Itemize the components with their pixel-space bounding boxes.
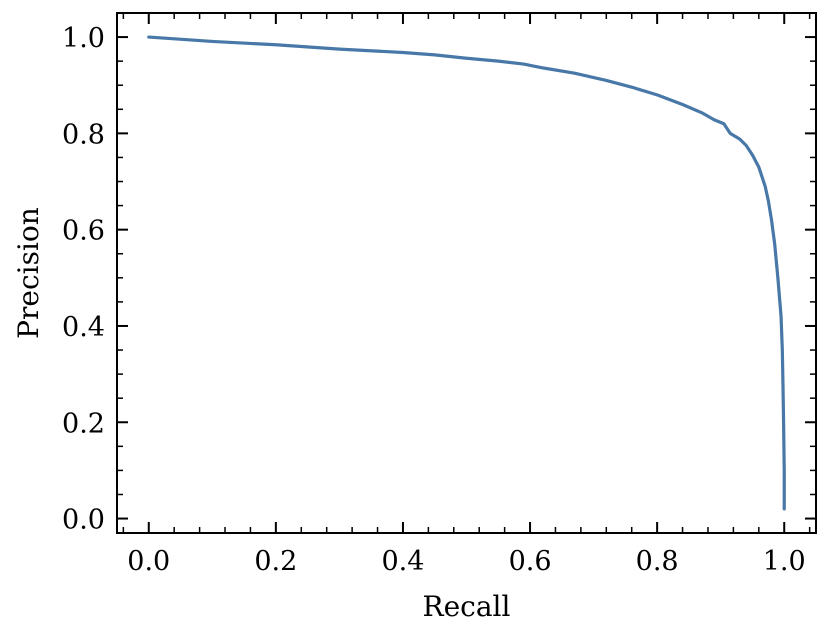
plot-content [147, 35, 786, 511]
y-tick-label: 0.2 [62, 408, 105, 439]
y-tick-label: 1.0 [62, 23, 105, 54]
y-tick-label: 0.0 [62, 505, 105, 536]
x-axis-label: Recall [423, 590, 511, 623]
series-line-0 [147, 35, 786, 511]
major-ticks [117, 13, 816, 533]
x-tick-label: 0.0 [127, 546, 170, 577]
plot-frame [116, 12, 817, 534]
y-tick-label: 0.4 [62, 312, 105, 343]
x-tick-label: 0.4 [381, 546, 424, 577]
x-tick-label: 0.2 [254, 546, 297, 577]
x-tick-label: 0.6 [509, 546, 552, 577]
y-tick-label: 0.8 [62, 119, 105, 150]
y-tick-label: 0.6 [62, 216, 105, 247]
x-tick-label: 1.0 [763, 546, 806, 577]
y-axis-label: Precision [12, 207, 45, 339]
x-tick-label: 0.8 [636, 546, 679, 577]
tick-labels: 0.0 0.2 0.4 0.6 0.8 1.0 0.0 0.2 0.4 0.6 0.8 1.0 [62, 23, 806, 577]
